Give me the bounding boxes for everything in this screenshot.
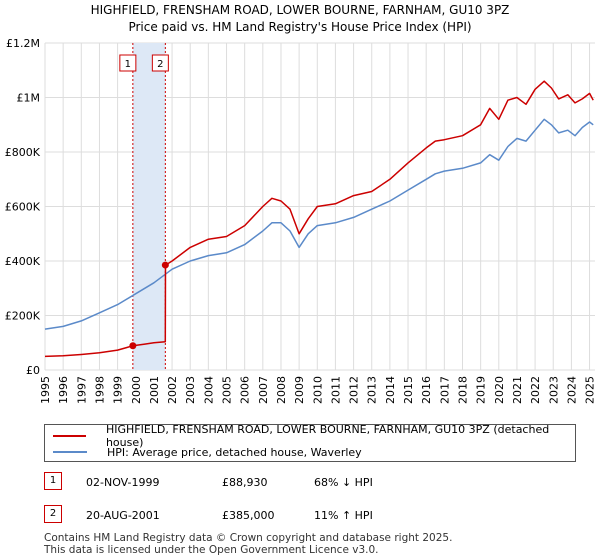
sale-price: £88,930 bbox=[222, 476, 268, 489]
chart-subtitle: Price paid vs. HM Land Registry's House … bbox=[128, 20, 471, 34]
sale-hpi-diff: 11% ↑ HPI bbox=[314, 509, 373, 522]
x-tick-label: 1999 bbox=[112, 376, 125, 404]
x-tick-label: 2007 bbox=[257, 376, 270, 404]
x-tick-label: 2009 bbox=[293, 376, 306, 404]
sale-row: 1 02-NOV-1999 £88,930 68% ↓ HPI bbox=[44, 472, 584, 492]
sale-annotation-box bbox=[119, 54, 137, 72]
y-tick-label: £600K bbox=[5, 201, 41, 214]
x-tick-label: 1995 bbox=[39, 376, 52, 404]
chart-title: HIGHFIELD, FRENSHAM ROAD, LOWER BOURNE, … bbox=[91, 3, 510, 17]
footer-attribution: Contains HM Land Registry data © Crown c… bbox=[44, 532, 452, 556]
sale-annotation-label: 1 bbox=[125, 59, 131, 70]
sale-date: 02-NOV-1999 bbox=[86, 476, 160, 489]
sale-annotation-box bbox=[151, 54, 169, 72]
x-tick-label: 2022 bbox=[529, 376, 542, 404]
price-chart: HIGHFIELD, FRENSHAM ROAD, LOWER BOURNE, … bbox=[5, 3, 597, 404]
x-tick-label: 2019 bbox=[475, 376, 488, 404]
footer-line-1: Contains HM Land Registry data © Crown c… bbox=[44, 532, 453, 544]
legend-label-hpi: HPI: Average price, detached house, Wave… bbox=[107, 445, 362, 459]
x-tick-label: 2001 bbox=[148, 376, 161, 404]
property-price-line bbox=[44, 80, 594, 358]
x-tick-label: 2004 bbox=[202, 376, 215, 404]
sale-row: 2 20-AUG-2001 £385,000 11% ↑ HPI bbox=[44, 505, 584, 525]
x-tick-label: 2005 bbox=[221, 376, 234, 404]
footer-line-2: This data is licensed under the Open Gov… bbox=[44, 544, 379, 556]
x-tick-label: 2023 bbox=[547, 376, 560, 404]
x-tick-label: 1998 bbox=[93, 376, 106, 404]
x-tick-label: 2012 bbox=[348, 376, 361, 404]
x-tick-label: 2006 bbox=[239, 376, 252, 404]
sale-point bbox=[161, 261, 169, 269]
hpi-line bbox=[44, 118, 594, 330]
sale-price: £385,000 bbox=[222, 509, 275, 522]
x-tick-label: 2002 bbox=[166, 376, 179, 404]
legend-label-property: HIGHFIELD, FRENSHAM ROAD, LOWER BOURNE, … bbox=[105, 423, 550, 449]
legend-line-property bbox=[53, 435, 86, 437]
x-tick-label: 2003 bbox=[184, 376, 197, 404]
sale-annotation-label: 2 bbox=[157, 59, 163, 70]
x-tick-label: 2017 bbox=[438, 376, 451, 404]
x-tick-label: 2013 bbox=[366, 376, 379, 404]
x-tick-label: 2024 bbox=[565, 376, 578, 404]
y-tick-label: £400K bbox=[5, 255, 41, 268]
x-tick-label: 2010 bbox=[311, 376, 324, 404]
sale-date: 20-AUG-2001 bbox=[86, 509, 160, 522]
x-tick-label: 2025 bbox=[584, 376, 597, 404]
sale-point bbox=[129, 342, 137, 350]
sale-number-badge: 2 bbox=[44, 505, 62, 523]
x-tick-label: 2008 bbox=[275, 376, 288, 404]
sale-hpi-diff: 68% ↓ HPI bbox=[314, 476, 373, 489]
legend-item-property: HIGHFIELD, FRENSHAM ROAD, LOWER BOURNE, … bbox=[53, 423, 575, 449]
y-tick-label: £0 bbox=[26, 364, 40, 377]
legend-line-hpi bbox=[53, 451, 87, 453]
y-tick-label: £200K bbox=[5, 310, 41, 323]
legend-item-hpi: HPI: Average price, detached house, Wave… bbox=[53, 444, 362, 460]
x-tick-label: 2014 bbox=[384, 376, 397, 404]
x-tick-label: 2020 bbox=[493, 376, 506, 404]
y-tick-label: £1M bbox=[17, 92, 41, 105]
chart-legend: HIGHFIELD, FRENSHAM ROAD, LOWER BOURNE, … bbox=[44, 423, 576, 462]
sale-number-badge: 1 bbox=[44, 472, 62, 490]
y-tick-label: £800K bbox=[5, 146, 41, 159]
x-tick-label: 2011 bbox=[329, 376, 342, 404]
x-tick-label: 1997 bbox=[75, 376, 88, 404]
sale-period-shade bbox=[132, 43, 166, 370]
x-tick-label: 1996 bbox=[57, 376, 70, 404]
x-tick-label: 2021 bbox=[511, 376, 524, 404]
x-tick-label: 2015 bbox=[402, 376, 415, 404]
x-tick-label: 2018 bbox=[456, 376, 469, 404]
y-tick-label: £1.2M bbox=[6, 37, 40, 50]
x-tick-label: 2016 bbox=[420, 376, 433, 404]
x-tick-label: 2000 bbox=[130, 376, 143, 404]
